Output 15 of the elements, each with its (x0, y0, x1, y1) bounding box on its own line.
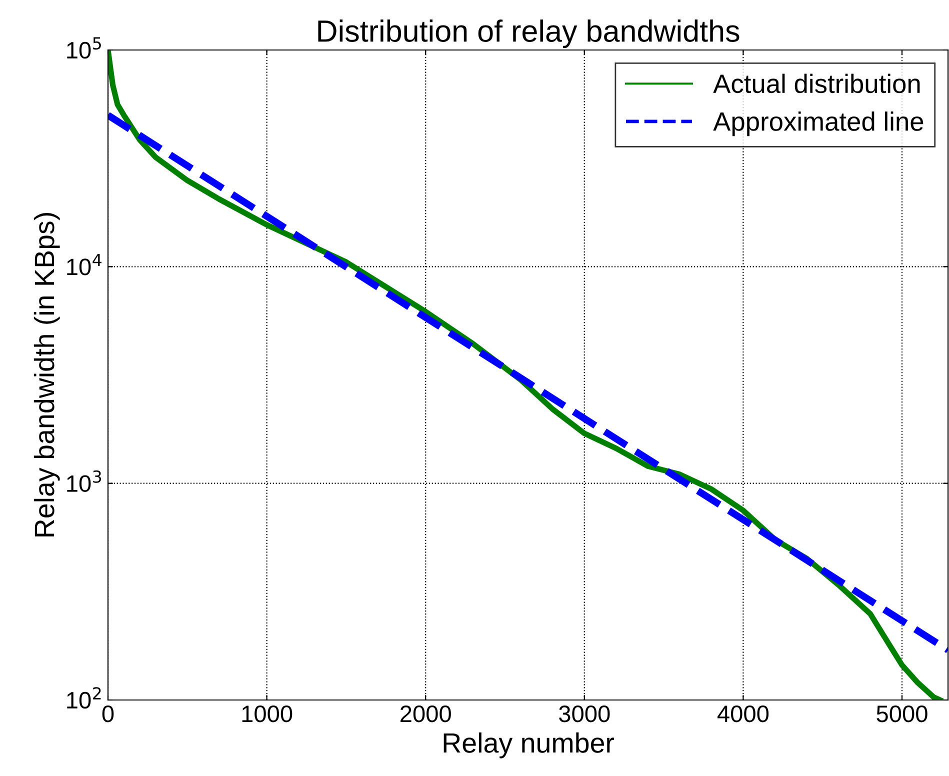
y-tick-label: 10$^{4}$ (67, 254, 102, 276)
x-tick-label: 0 (102, 705, 114, 722)
legend-label: Actual distribution (713, 74, 920, 94)
x-tick-label: 1000 (242, 705, 292, 722)
y-axis-title: Relay bandwidth (in KBps) (34, 213, 60, 536)
x-axis-title: Relay number (444, 732, 614, 758)
x-tick-label: 2000 (400, 705, 451, 722)
x-tick-label: 4000 (717, 705, 769, 722)
legend-label: Approximated line (713, 112, 924, 136)
y-tick-label: 10$^{2}$ (67, 687, 101, 709)
x-tick-label: 5000 (876, 705, 928, 722)
chart-title: Distribution of relay bandwidths (318, 20, 740, 48)
x-tick-label: 3000 (559, 705, 610, 722)
y-tick-label: 10$^{3}$ (67, 470, 102, 492)
y-tick-label: 10$^{5}$ (67, 37, 101, 59)
